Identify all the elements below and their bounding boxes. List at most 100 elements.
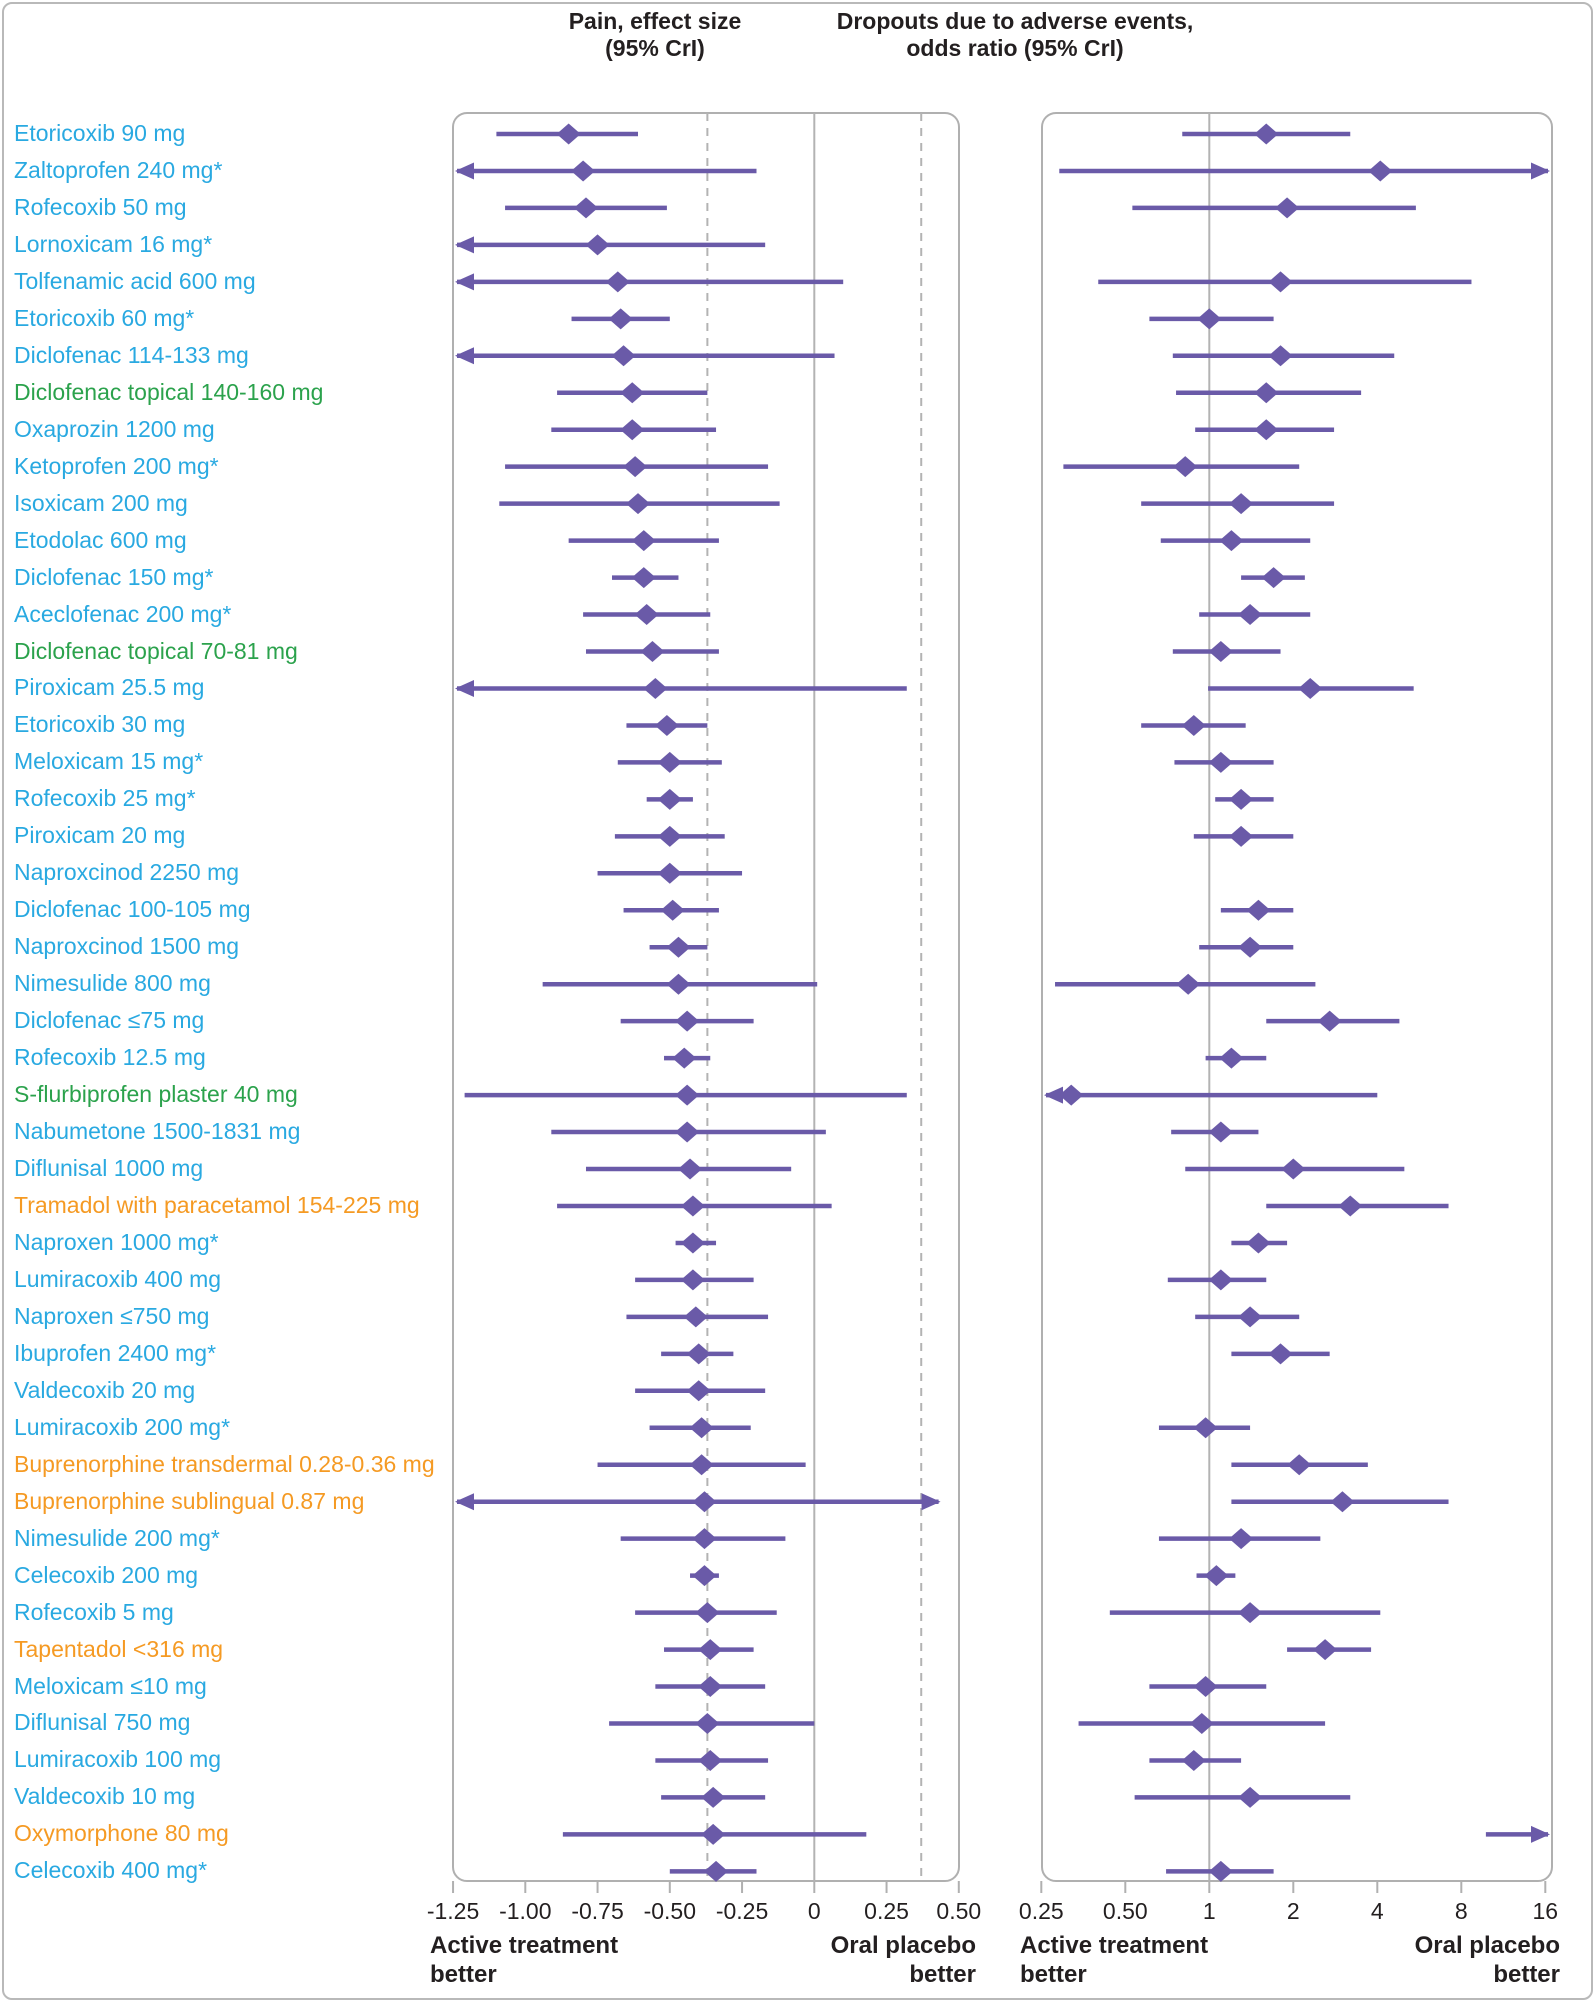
dropouts-point-estimate-diamond: [1287, 1454, 1312, 1476]
pain-tick-label: -0.25: [715, 1898, 769, 1924]
treatment-label: Tapentadol <316 mg: [14, 1635, 224, 1662]
pain-point-estimate-diamond: [695, 1602, 720, 1624]
dropouts-tick-label: 4: [1370, 1898, 1384, 1924]
dropouts-point-estimate-diamond: [1208, 751, 1233, 773]
dropouts-point-estimate-diamond: [1261, 567, 1286, 589]
caption-line: better: [909, 1961, 976, 1988]
treatment-label: Nimesulide 800 mg: [14, 970, 211, 997]
treatment-label: Isoxicam 200 mg: [14, 489, 188, 516]
dropouts-ci-arrow-right: [1531, 1825, 1550, 1843]
caption-line: Oral placebo: [1414, 1932, 1560, 1959]
pain-point-estimate-diamond: [654, 714, 679, 736]
dropouts-tick-label: 8: [1454, 1898, 1468, 1924]
treatment-label: Diclofenac 114-133 mg: [14, 341, 249, 368]
pain-ci-arrow-left: [455, 162, 474, 180]
treatment-label: Diclofenac ≤75 mg: [14, 1007, 205, 1034]
pain-ci-arrow-left: [455, 236, 474, 254]
dropouts-point-estimate-diamond: [1246, 1232, 1271, 1254]
pain-point-estimate-diamond: [678, 1158, 703, 1180]
treatment-label: Etodolac 600 mg: [14, 526, 187, 553]
dropouts-point-estimate-diamond: [1229, 788, 1254, 810]
dropouts-point-estimate-diamond: [1219, 530, 1244, 552]
pain-point-estimate-diamond: [611, 345, 636, 367]
dropouts-point-estimate-diamond: [1330, 1491, 1355, 1513]
pain-point-estimate-diamond: [571, 160, 596, 182]
treatment-label: Zaltoprofen 240 mg*: [14, 156, 223, 183]
pain-tick-label: -1.25: [426, 1898, 480, 1924]
pain-point-estimate-diamond: [689, 1454, 714, 1476]
pain-point-estimate-diamond: [608, 308, 633, 330]
dropouts-point-estimate-diamond: [1181, 1749, 1206, 1771]
pain-point-estimate-diamond: [692, 1565, 717, 1587]
caption-line: better: [1020, 1961, 1087, 1988]
treatment-label: Aceclofenac 200 mg*: [14, 600, 232, 627]
treatment-label: Naproxen ≤750 mg: [14, 1302, 210, 1329]
treatment-label: Diclofenac 150 mg*: [14, 563, 214, 590]
pain-point-estimate-diamond: [689, 1417, 714, 1439]
pain-point-estimate-diamond: [692, 1491, 717, 1513]
pain-point-estimate-diamond: [585, 234, 610, 256]
pain-ci-arrow-right: [921, 1493, 941, 1511]
dropouts-point-estimate-diamond: [1208, 1860, 1233, 1882]
pain-point-estimate-diamond: [683, 1306, 708, 1328]
treatment-label: Lumiracoxib 100 mg: [14, 1746, 222, 1773]
treatment-label: Valdecoxib 20 mg: [14, 1376, 196, 1403]
pain-point-estimate-diamond: [634, 604, 659, 626]
pain-point-estimate-diamond: [680, 1232, 705, 1254]
panel1-left-axis-caption: Active treatment better: [430, 1931, 618, 1989]
pain-point-estimate-diamond: [657, 788, 682, 810]
dropouts-tick-label: 2: [1286, 1898, 1300, 1924]
treatment-label: Naproxen 1000 mg*: [14, 1228, 219, 1255]
dropouts-point-estimate-diamond: [1298, 677, 1323, 699]
pain-tick-label: 0: [807, 1898, 821, 1924]
dropouts-point-estimate-diamond: [1219, 1047, 1244, 1069]
pain-point-estimate-diamond: [686, 1343, 711, 1365]
pain-tick-label: -0.75: [571, 1898, 624, 1924]
pain-point-estimate-diamond: [631, 530, 656, 552]
treatment-label: Nimesulide 200 mg*: [14, 1524, 220, 1551]
treatment-label: Rofecoxib 12.5 mg: [14, 1044, 206, 1071]
dropouts-ci-arrow-right: [1531, 162, 1550, 180]
caption-line: Active treatment: [1020, 1932, 1209, 1959]
treatment-label: Lumiracoxib 200 mg*: [14, 1413, 231, 1440]
pain-point-estimate-diamond: [698, 1749, 723, 1771]
pain-point-estimate-diamond: [686, 1380, 711, 1402]
pain-point-estimate-diamond: [626, 493, 651, 515]
pain-point-estimate-diamond: [657, 751, 682, 773]
dropouts-point-estimate-diamond: [1197, 308, 1222, 330]
dropouts-point-estimate-diamond: [1181, 714, 1206, 736]
dropouts-point-estimate-diamond: [1208, 1269, 1233, 1291]
pain-point-estimate-diamond: [666, 936, 691, 958]
panel2-left-axis-caption: Active treatment better: [1020, 1931, 1208, 1989]
pain-tick-label: -1.00: [499, 1898, 552, 1924]
dropouts-point-estimate-diamond: [1238, 936, 1263, 958]
dropouts-point-estimate-diamond: [1268, 271, 1293, 293]
treatment-label: Meloxicam 15 mg*: [14, 748, 204, 775]
caption-line: better: [430, 1961, 497, 1988]
pain-point-estimate-diamond: [631, 567, 656, 589]
dropouts-point-estimate-diamond: [1268, 1343, 1293, 1365]
dropouts-tick-label: 0.50: [1102, 1898, 1148, 1924]
pain-point-estimate-diamond: [643, 677, 668, 699]
pain-point-estimate-diamond: [701, 1823, 726, 1845]
panel2-title-line1: Dropouts due to adverse events,: [836, 8, 1194, 34]
pain-point-estimate-diamond: [640, 641, 665, 663]
pain-panel-box: [452, 112, 960, 1882]
pain-point-estimate-diamond: [675, 1121, 700, 1143]
treatment-label: Rofecoxib 50 mg: [14, 193, 187, 220]
dropouts-point-estimate-diamond: [1254, 382, 1279, 404]
pain-tick-label: 0.50: [936, 1898, 982, 1924]
pain-point-estimate-diamond: [623, 456, 648, 478]
treatment-label: Diclofenac topical 70-81 mg: [14, 637, 298, 664]
caption-line: Active treatment: [430, 1932, 619, 1959]
pain-point-estimate-diamond: [698, 1639, 723, 1661]
treatment-label: Tramadol with paracetamol 154-225 mg: [14, 1191, 420, 1218]
pain-point-estimate-diamond: [556, 123, 581, 145]
pain-point-estimate-diamond: [695, 1712, 720, 1734]
treatment-label: Rofecoxib 5 mg: [14, 1598, 174, 1625]
caption-line: better: [1493, 1961, 1560, 1988]
dropouts-point-estimate-diamond: [1059, 1084, 1084, 1106]
dropouts-point-estimate-diamond: [1208, 1121, 1233, 1143]
pain-point-estimate-diamond: [675, 1084, 700, 1106]
dropouts-point-estimate-diamond: [1229, 493, 1254, 515]
